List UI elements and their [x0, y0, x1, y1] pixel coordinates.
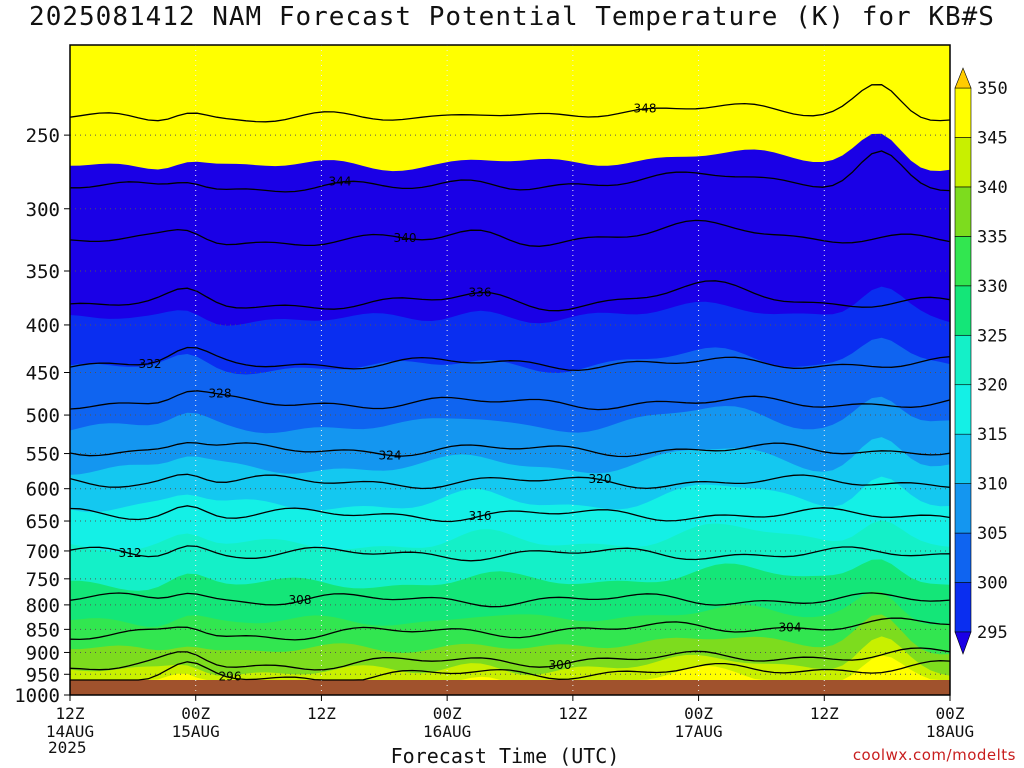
chart-title: 2025081412 NAM Forecast Potential Temper…: [29, 2, 995, 32]
colorbar-label: 335: [977, 227, 1008, 247]
colorbar-label: 300: [977, 574, 1008, 594]
x-tick-time: 00Z: [181, 704, 210, 723]
contour-label: 324: [379, 449, 402, 463]
colorbar-label: 315: [977, 425, 1008, 445]
x-tick-time: 00Z: [936, 704, 965, 723]
colorbar-label: 305: [977, 524, 1008, 544]
x-tick-date: 15AUG: [172, 722, 220, 741]
x-tick-time: 12Z: [810, 704, 839, 723]
contour-label: 308: [289, 593, 312, 607]
colorbar-segment: [954, 137, 972, 188]
ground-rect: [70, 680, 950, 695]
contour-lines: [70, 84, 950, 681]
x-tick-time: 00Z: [684, 704, 713, 723]
contour-label: 320: [589, 472, 612, 486]
colorbar-segment: [954, 285, 972, 336]
y-tick-label: 250: [26, 125, 60, 147]
colorbar-label: 330: [977, 277, 1008, 297]
contour-line-340: [70, 219, 950, 247]
plot-frame: [69, 44, 951, 696]
y-tick-label: 500: [26, 405, 60, 427]
contour-label: 336: [469, 285, 492, 299]
x-tick-time: 12Z: [558, 704, 587, 723]
contour-line-308: [70, 592, 950, 608]
contour-labels: 296 300 304 308 312 316 320 324 328 332 336 340 344 3…: [119, 102, 802, 684]
contour-line-332: [70, 346, 950, 372]
x-tick-date: 18AUG: [926, 722, 974, 741]
x-axis-title: Forecast Time (UTC): [390, 744, 620, 768]
colorbar-label: 320: [977, 376, 1008, 396]
year-label: 2025: [48, 738, 87, 757]
colorbar-label: 325: [977, 326, 1008, 346]
y-tick-label: 550: [26, 444, 60, 466]
contour-label: 316: [469, 509, 492, 523]
contour-label: 340: [394, 231, 417, 245]
y-tick-label: 400: [26, 315, 60, 337]
y-tick-label: 700: [26, 541, 60, 563]
contour-label: 304: [779, 621, 802, 635]
x-tick-time: 00Z: [433, 704, 462, 723]
colorbar-segment: [954, 186, 972, 237]
colorbar-label: 310: [977, 475, 1008, 495]
y-tick-label: 350: [26, 261, 60, 283]
x-tick-date: 17AUG: [674, 722, 722, 741]
y-tick-label: 600: [26, 479, 60, 501]
colorbar-segment: [954, 334, 972, 386]
y-tick-label: 800: [26, 595, 60, 617]
contour-line-328: [70, 390, 950, 411]
contour-line-336: [70, 280, 950, 312]
contour-label: 312: [119, 546, 142, 560]
contour-label: 328: [209, 387, 232, 401]
y-tick-label: 450: [26, 363, 60, 385]
y-tick-label: 1000: [14, 685, 60, 707]
contour-line-304: [70, 617, 950, 641]
contour-line-312: [70, 545, 950, 562]
colorbar-bottom-arrow: [954, 631, 972, 655]
ground-strip: [70, 680, 950, 695]
colorbar-segment: [954, 433, 972, 484]
colorbar-label: 340: [977, 178, 1008, 198]
colorbar-segment: [954, 483, 972, 534]
colorbar-segment: [954, 582, 972, 633]
credit-link[interactable]: coolwx.com/modelts: [852, 746, 1016, 764]
colorbar-segment: [954, 87, 972, 138]
x-tick-time: 12Z: [56, 704, 85, 723]
y-tick-label: 850: [26, 619, 60, 641]
y-tick-label: 650: [26, 511, 60, 533]
colorbar-segment: [954, 384, 972, 435]
theta-color-bands: [70, 45, 950, 695]
contour-line-324: [70, 441, 950, 458]
colorbar-segment: [954, 532, 972, 583]
contour-line-344: [70, 150, 950, 193]
y-tick-label: 300: [26, 199, 60, 221]
x-tick-date: 16AUG: [423, 722, 471, 741]
y-tick-label: 950: [26, 664, 60, 686]
contour-line-316: [70, 505, 950, 523]
contour-label: 348: [634, 102, 657, 116]
contour-line-300: [70, 647, 950, 671]
x-tick-date: 14AUG: [46, 722, 94, 741]
y-axis: 2503003504004505005506006507007508008509…: [14, 125, 70, 707]
colorbar-label: 345: [977, 128, 1008, 148]
colorbar: 295 300 305 310 315 320 325 330 335 340 345 350: [954, 67, 1008, 655]
colorbar-segment: [954, 236, 972, 287]
colorbar-label: 295: [977, 623, 1008, 643]
y-tick-label: 900: [26, 642, 60, 664]
colorbar-top-arrow: [954, 67, 972, 89]
y-tick-label: 750: [26, 569, 60, 591]
colorbar-label: 350: [977, 79, 1008, 99]
contour-label: 300: [549, 658, 572, 672]
contour-label: 332: [139, 357, 162, 371]
contour-line-348: [70, 84, 950, 123]
contour-line-320: [70, 473, 950, 490]
contour-label: 344: [329, 175, 352, 189]
contour-line-296: [70, 660, 950, 681]
contour-label: 296: [219, 670, 242, 684]
x-tick-time: 12Z: [307, 704, 336, 723]
